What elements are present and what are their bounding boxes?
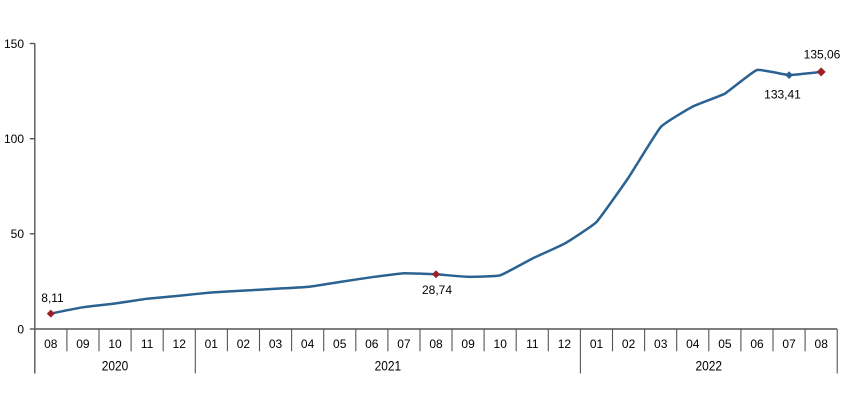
svg-text:8,11: 8,11 [41, 291, 64, 305]
svg-text:03: 03 [269, 337, 283, 351]
svg-text:03: 03 [654, 337, 668, 351]
svg-text:12: 12 [558, 337, 572, 351]
svg-text:08: 08 [44, 337, 58, 351]
svg-text:01: 01 [205, 337, 219, 351]
svg-text:10: 10 [494, 337, 508, 351]
svg-text:2020: 2020 [102, 357, 129, 373]
svg-text:28,74: 28,74 [422, 283, 452, 297]
svg-text:11: 11 [141, 337, 154, 351]
svg-text:2022: 2022 [696, 357, 723, 373]
svg-text:08: 08 [429, 337, 443, 351]
svg-text:07: 07 [782, 337, 796, 351]
svg-text:05: 05 [333, 337, 347, 351]
svg-text:08: 08 [815, 337, 829, 351]
svg-text:06: 06 [365, 337, 379, 351]
svg-text:04: 04 [301, 337, 315, 351]
svg-text:11: 11 [526, 337, 539, 351]
svg-text:50: 50 [11, 227, 25, 241]
svg-text:01: 01 [590, 337, 604, 351]
svg-text:09: 09 [76, 337, 90, 351]
svg-text:133,41: 133,41 [764, 87, 801, 101]
svg-text:02: 02 [622, 337, 636, 351]
svg-text:150: 150 [4, 37, 24, 51]
svg-text:135,06: 135,06 [804, 47, 841, 61]
svg-text:10: 10 [108, 337, 122, 351]
svg-text:100: 100 [4, 132, 24, 146]
svg-text:02: 02 [237, 337, 251, 351]
svg-text:2021: 2021 [375, 357, 402, 373]
svg-text:05: 05 [718, 337, 732, 351]
svg-text:0: 0 [17, 322, 24, 336]
svg-text:06: 06 [750, 337, 764, 351]
svg-text:12: 12 [173, 337, 187, 351]
svg-text:04: 04 [686, 337, 700, 351]
svg-text:09: 09 [461, 337, 475, 351]
svg-text:07: 07 [397, 337, 411, 351]
